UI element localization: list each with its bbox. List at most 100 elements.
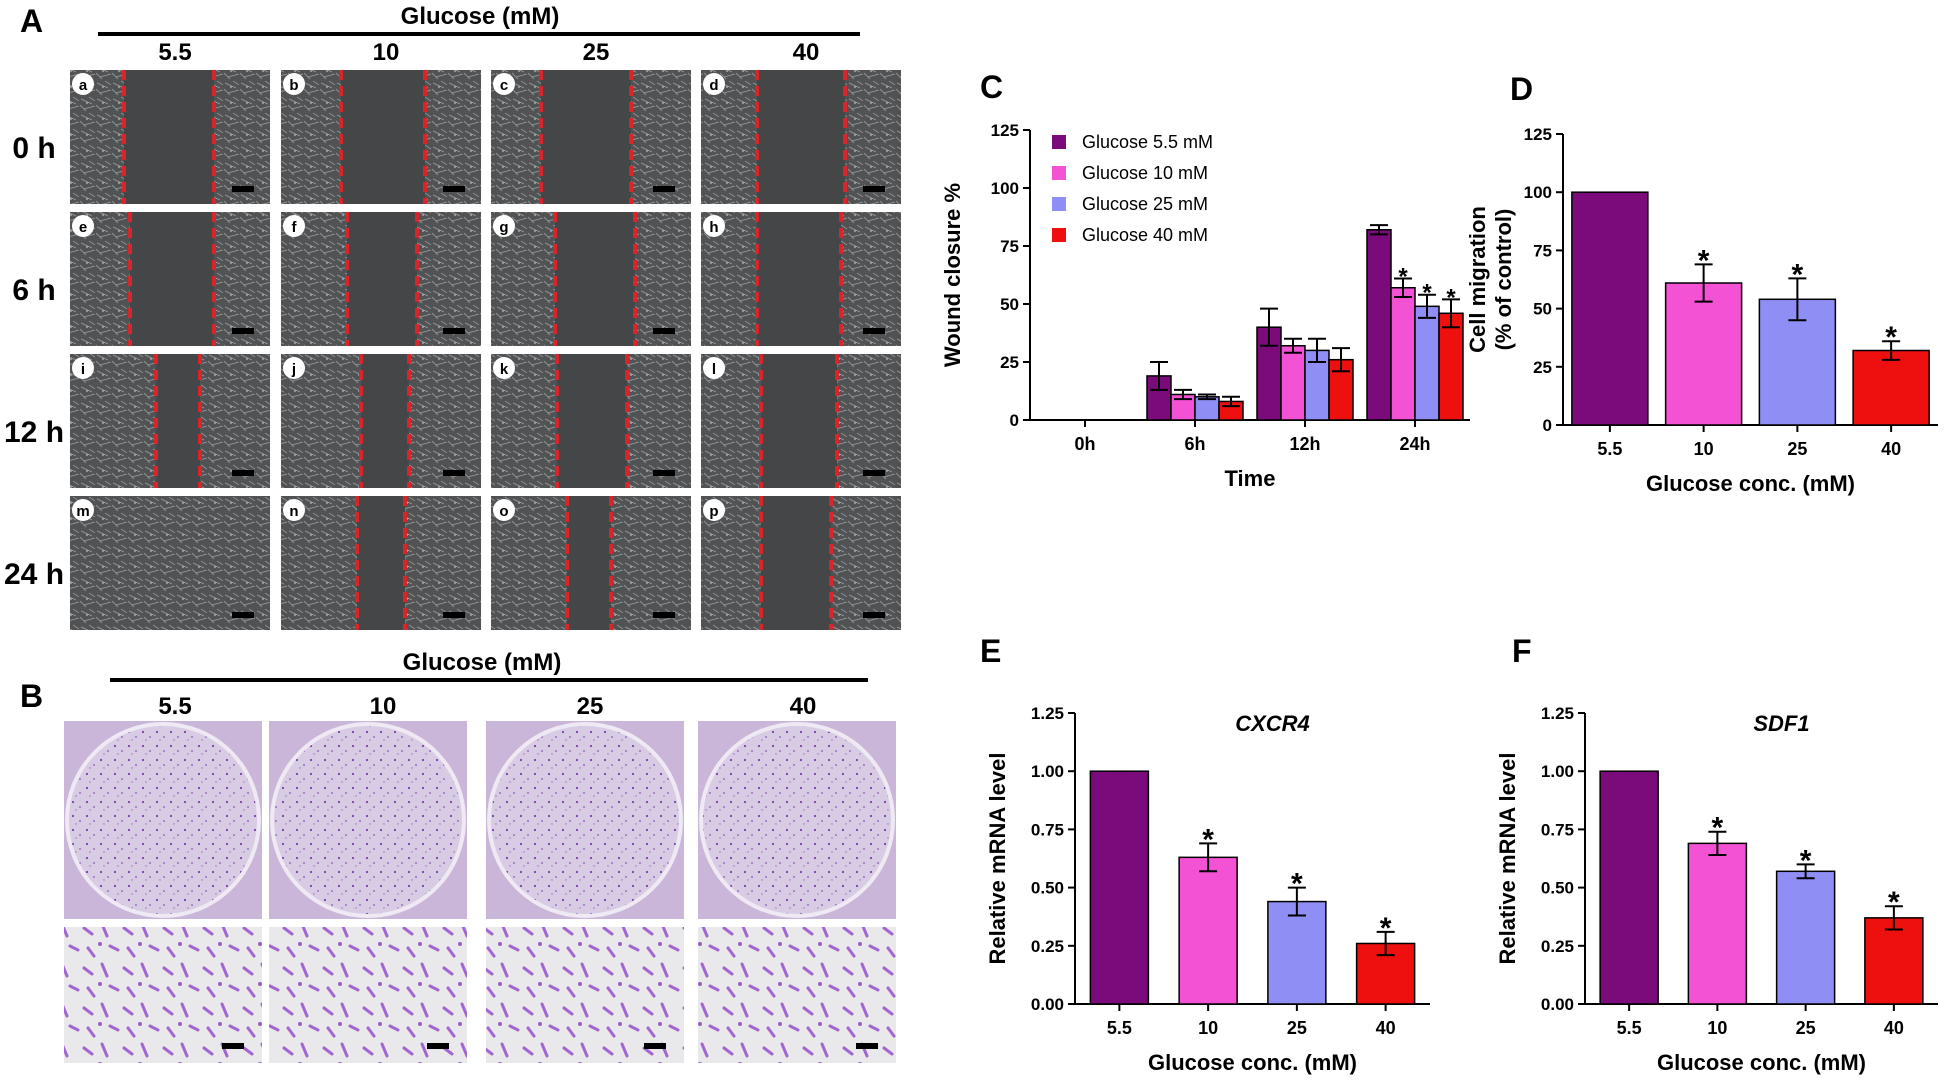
scale-bar xyxy=(427,1043,449,1049)
wound-gap xyxy=(555,212,635,346)
y-axis-label: Wound closure % xyxy=(940,183,965,367)
significance-marker: * xyxy=(1792,258,1804,291)
tile-label-badge xyxy=(72,357,94,379)
micrograph-image xyxy=(64,927,262,1063)
y-tick-label: 0.00 xyxy=(1031,995,1064,1014)
panel-c: C 0 25 50 75 100 125 0h 6h 12h 24h Time Wound closu… xyxy=(940,69,1470,491)
legend-swatch xyxy=(1052,135,1066,149)
significance-marker: * xyxy=(1291,868,1303,901)
legend-label: Glucose 5.5 mM xyxy=(1082,132,1213,152)
panel-b: B Glucose (mM) 5.5 10 25 40 xyxy=(20,649,896,1063)
bar xyxy=(1599,770,1659,1005)
significance-marker: * xyxy=(1888,886,1900,919)
tile-label: n xyxy=(289,503,298,520)
legend-label: Glucose 25 mM xyxy=(1082,194,1208,214)
x-tick-label: 40 xyxy=(1376,1018,1396,1038)
panel-d: D 0 25 50 75 100 125 5.5 10 25 40 Glucose conc. (m… xyxy=(1465,71,1938,496)
tile-label-badge xyxy=(493,215,515,237)
tile-label: g xyxy=(499,219,508,236)
scale-bar xyxy=(443,328,465,334)
wound-gap xyxy=(156,354,200,488)
y-tick-label: 125 xyxy=(1524,125,1552,144)
x-axis-label: Glucose conc. (mM) xyxy=(1148,1050,1357,1075)
scale-bar xyxy=(644,1043,666,1049)
micrograph-tile: l xyxy=(701,354,901,488)
wound-gap xyxy=(541,70,631,204)
x-axis-label: Glucose conc. (mM) xyxy=(1657,1050,1866,1075)
scale-bar xyxy=(653,186,675,192)
panel-f-letter: F xyxy=(1512,633,1532,669)
bar xyxy=(1864,917,1924,1005)
wound-gap xyxy=(757,70,845,204)
x-tick-label: 0h xyxy=(1074,434,1095,454)
micrograph-tile: f xyxy=(281,212,481,346)
y-tick-label: 1.25 xyxy=(1031,704,1064,723)
significance-marker: * xyxy=(1800,844,1812,877)
bar-series-1 xyxy=(1366,229,1392,421)
tile-label: k xyxy=(500,361,509,378)
micrograph-image xyxy=(698,927,896,1063)
y-tick-label: 1.00 xyxy=(1541,762,1574,781)
y-axis-label: Relative mRNA level xyxy=(1495,753,1520,965)
bar xyxy=(1571,191,1649,426)
tile-label: c xyxy=(500,77,508,94)
scale-bar xyxy=(222,1043,244,1049)
scale-bar xyxy=(653,612,675,618)
y-tick-label: 1.25 xyxy=(1541,704,1574,723)
bar-series-3 xyxy=(1194,396,1220,421)
wound-gap xyxy=(557,354,627,488)
wound-gap xyxy=(567,496,611,630)
panel-a-letter: A xyxy=(20,3,43,39)
tile-label-badge xyxy=(72,499,94,521)
panel-a-column-label: 40 xyxy=(793,39,820,66)
micrograph-tile: h xyxy=(701,212,901,346)
significance-marker: * xyxy=(1202,823,1214,856)
tile-label: j xyxy=(291,361,296,378)
panel-f: F 0.00 0.25 0.50 0.75 1.00 1.25 5.5 10 25 40 Gluco… xyxy=(1495,633,1938,1075)
tile-label: p xyxy=(709,503,718,520)
y-tick-label: 0.50 xyxy=(1031,879,1064,898)
legend-label: Glucose 10 mM xyxy=(1082,163,1208,183)
tile-label: e xyxy=(79,219,87,236)
dish-well xyxy=(699,722,895,918)
tile-label-badge xyxy=(703,73,725,95)
x-tick-label: 6h xyxy=(1184,434,1205,454)
tile-label-badge xyxy=(493,73,515,95)
panel-a-row-label: 6 h xyxy=(12,274,55,307)
wound-gap xyxy=(761,354,837,488)
legend-swatch xyxy=(1052,228,1066,242)
y-axis-label: Relative mRNA level xyxy=(985,753,1010,965)
tile-label-badge xyxy=(283,215,305,237)
x-tick-label: 10 xyxy=(1694,439,1714,459)
micrograph-tile: a xyxy=(70,70,270,204)
y-tick-label: 25 xyxy=(1533,358,1552,377)
tile-label-badge xyxy=(703,357,725,379)
migrated-cells-micrograph xyxy=(64,927,262,1063)
migrated-cells-micrograph xyxy=(698,927,896,1063)
scale-bar xyxy=(863,612,885,618)
wound-gap xyxy=(757,212,841,346)
tile-label: d xyxy=(709,77,718,94)
scale-bar xyxy=(232,186,254,192)
micrograph-tile: k xyxy=(491,354,691,488)
wound-gap xyxy=(357,496,405,630)
bar xyxy=(1687,842,1748,1005)
micrograph-tile: b xyxy=(281,70,481,204)
y-tick-label: 125 xyxy=(991,121,1019,140)
micrograph-tile: m xyxy=(70,496,270,630)
x-tick-label: 24h xyxy=(1399,434,1430,454)
micrograph-tile: j xyxy=(281,354,481,488)
scale-bar xyxy=(232,612,254,618)
bar xyxy=(1852,349,1930,426)
scale-bar xyxy=(232,328,254,334)
scale-bar xyxy=(856,1043,878,1049)
stained-dish xyxy=(698,721,896,919)
x-tick-label: 25 xyxy=(1287,1018,1307,1038)
tile-label: o xyxy=(499,503,508,520)
micrograph-image xyxy=(486,927,684,1063)
y-tick-label: 0.75 xyxy=(1541,820,1574,839)
stained-dish xyxy=(269,721,467,919)
tile-label-badge xyxy=(703,499,725,521)
bar xyxy=(1089,770,1150,1005)
y-axis-label: (% of control) xyxy=(1491,209,1516,351)
